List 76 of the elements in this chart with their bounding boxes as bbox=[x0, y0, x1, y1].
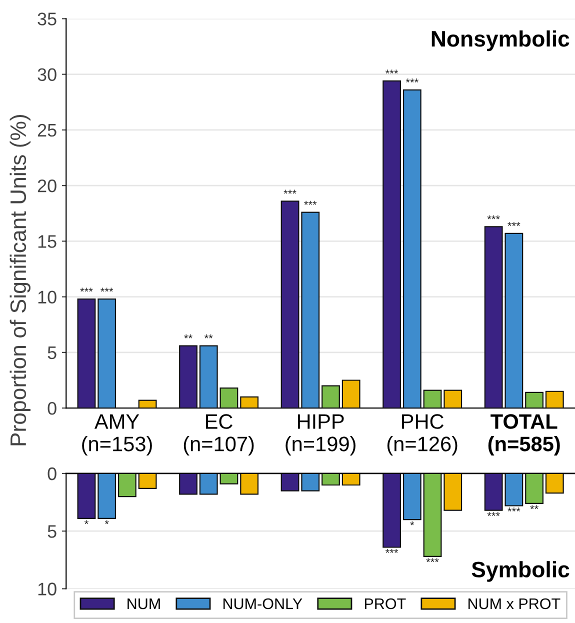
legend-label: NUM x PROT bbox=[468, 598, 560, 610]
data-label: *** bbox=[426, 558, 439, 562]
x-tick-label: HIPP (n=199) bbox=[286, 414, 356, 456]
bar bbox=[301, 473, 320, 492]
y-tick-label: 15 bbox=[38, 235, 56, 248]
bar bbox=[77, 473, 96, 519]
bar bbox=[118, 473, 136, 498]
bar bbox=[301, 212, 320, 408]
data-label: ** bbox=[184, 334, 192, 338]
data-label: ** bbox=[204, 334, 213, 338]
bar bbox=[199, 473, 218, 495]
legend-label: NUM bbox=[128, 598, 160, 610]
y-tick-label: 5 bbox=[48, 346, 56, 360]
bar bbox=[77, 298, 96, 408]
bar bbox=[545, 390, 564, 408]
bar bbox=[220, 387, 238, 408]
bar bbox=[179, 345, 198, 408]
x-tick-label: AMY (n=153) bbox=[82, 414, 152, 456]
x-tick-label: EC (n=107) bbox=[184, 414, 254, 456]
data-label: *** bbox=[508, 508, 520, 512]
bar bbox=[240, 473, 259, 495]
data-label: ** bbox=[530, 505, 538, 510]
data-label: *** bbox=[304, 200, 317, 205]
y-tick-label: 35 bbox=[38, 12, 56, 26]
data-label: *** bbox=[487, 512, 500, 516]
bar bbox=[322, 473, 340, 486]
bar bbox=[98, 298, 116, 408]
data-label: *** bbox=[385, 549, 398, 553]
data-label: *** bbox=[508, 222, 520, 226]
y-tick-label: 0 bbox=[48, 467, 56, 480]
chart-title: Nonsymbolic bbox=[432, 30, 570, 52]
bar bbox=[138, 473, 157, 490]
y-tick-label: 5 bbox=[48, 525, 56, 538]
data-label: *** bbox=[100, 288, 114, 292]
bar bbox=[402, 473, 422, 520]
bar bbox=[240, 396, 259, 408]
bar bbox=[545, 473, 564, 494]
y-tick-label: 25 bbox=[38, 124, 56, 137]
bar bbox=[423, 473, 442, 558]
x-tick-label: TOTAL (n=585) bbox=[488, 414, 560, 456]
data-label: *** bbox=[284, 190, 296, 194]
bar bbox=[525, 392, 544, 408]
legend-label: PROT bbox=[364, 598, 406, 610]
bar bbox=[199, 345, 218, 408]
bar bbox=[444, 473, 462, 511]
y-tick-label: 10 bbox=[38, 290, 56, 304]
bar bbox=[402, 89, 422, 408]
data-label: * bbox=[84, 520, 88, 524]
y-tick-label: 30 bbox=[38, 68, 56, 82]
y-tick-label: 20 bbox=[38, 180, 56, 192]
data-label: * bbox=[410, 521, 414, 526]
bar bbox=[98, 473, 116, 519]
bar bbox=[138, 400, 157, 408]
data-label: *** bbox=[406, 78, 418, 82]
data-label: *** bbox=[80, 288, 93, 292]
bar bbox=[322, 385, 340, 408]
y-axis-title: Proportion of Significant Units (%) bbox=[10, 114, 30, 446]
bar bbox=[342, 380, 360, 408]
bar bbox=[525, 473, 544, 504]
text: Symbolic bbox=[472, 561, 570, 582]
bar bbox=[280, 200, 300, 408]
y-tick-label: 0 bbox=[48, 402, 56, 415]
bar bbox=[280, 473, 300, 492]
legend-label: NUM-ONLY bbox=[223, 598, 302, 610]
data-label: *** bbox=[385, 70, 398, 74]
bar bbox=[342, 473, 360, 486]
bar bbox=[220, 473, 238, 484]
bar bbox=[444, 390, 462, 408]
bar bbox=[179, 473, 198, 495]
bar bbox=[423, 390, 442, 408]
data-label: *** bbox=[487, 215, 500, 220]
y-tick-label: 10 bbox=[38, 582, 56, 596]
data-label: * bbox=[104, 520, 109, 524]
x-tick-label: PHC (n=126) bbox=[387, 414, 458, 456]
bar bbox=[382, 80, 402, 408]
bar bbox=[382, 473, 402, 548]
